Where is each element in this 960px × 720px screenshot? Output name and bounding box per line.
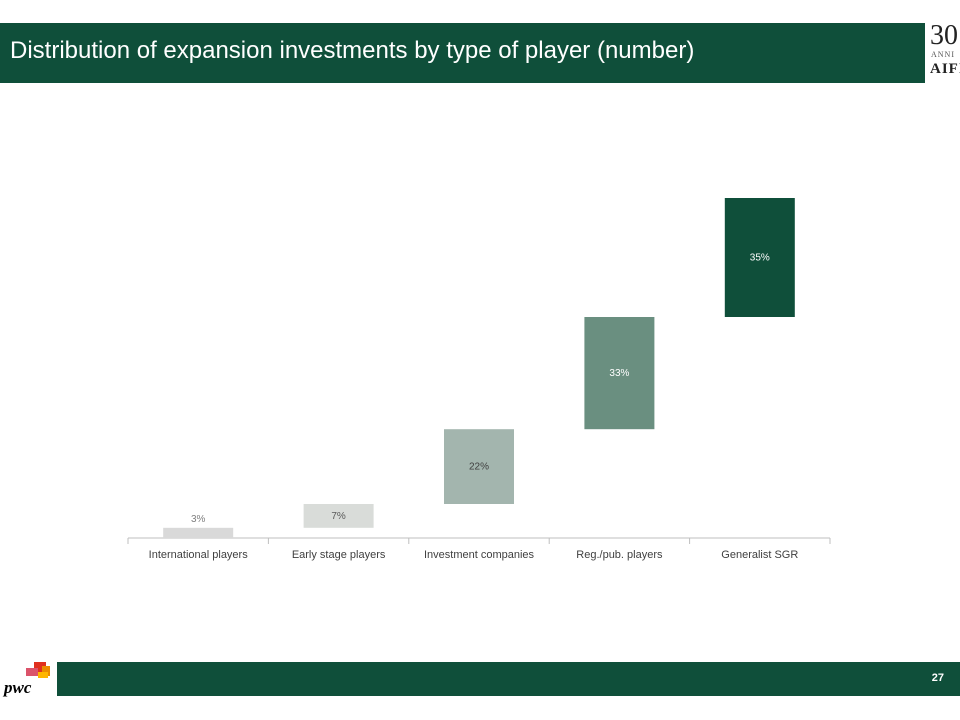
bar-2 [303,504,374,528]
logo-subtitle: ANNI [931,50,955,59]
category-label-4: Reg./pub. players [576,549,663,561]
bar-5 [724,198,795,317]
pwc-logo: pwc [4,662,54,698]
category-label-5: Generalist SGR [721,549,798,561]
pwc-wordmark: pwc [4,678,32,697]
logo-number: 30 [930,20,958,51]
data-label-5: 35% [750,253,770,264]
page-title: Distribution of expansion investments by… [10,37,695,64]
page-number: 27 [931,672,944,684]
data-label-2: 7% [331,511,346,522]
data-label-1: 3% [191,514,206,525]
bar-1 [163,527,234,538]
category-label-2: Early stage players [292,549,386,561]
bar-3 [444,429,514,504]
logo-name: AIFI [930,61,960,77]
title-bar: Distribution of expansion investments by… [0,23,925,83]
category-label-3: Investment companies [424,549,535,561]
bar-4 [584,317,655,430]
pwc-logo-mark [26,662,50,678]
category-label-1: International players [149,549,249,561]
data-label-3: 22% [469,462,489,473]
aifi-30-logo: 30 ANNI AIFI [928,20,960,82]
footer-bar: 27 [57,662,960,696]
data-label-4: 33% [609,368,629,379]
